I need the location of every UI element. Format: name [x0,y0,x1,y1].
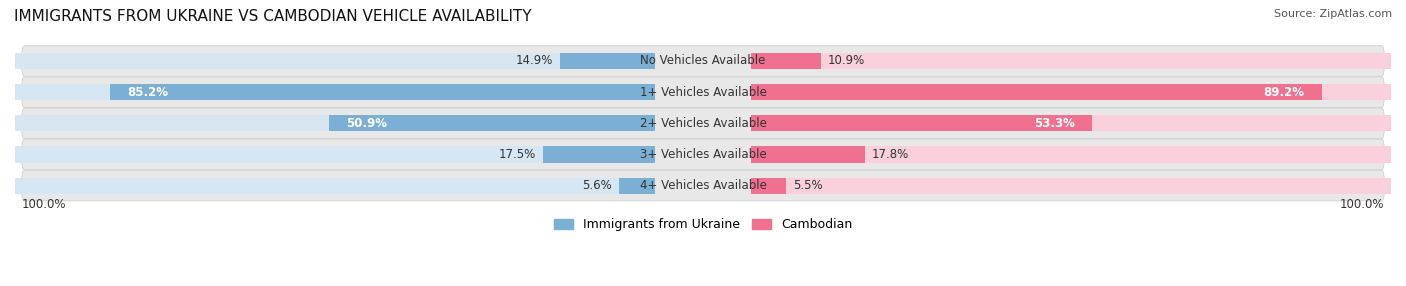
Legend: Immigrants from Ukraine, Cambodian: Immigrants from Ukraine, Cambodian [548,213,858,236]
Text: 14.9%: 14.9% [515,55,553,67]
Bar [751,115,1092,132]
Text: IMMIGRANTS FROM UKRAINE VS CAMBODIAN VEHICLE AVAILABILITY: IMMIGRANTS FROM UKRAINE VS CAMBODIAN VEH… [14,9,531,23]
Text: 100.0%: 100.0% [1340,198,1384,211]
Bar [15,84,655,100]
Bar [15,178,655,194]
Bar [751,178,786,194]
Bar [619,178,655,194]
Text: 53.3%: 53.3% [1035,117,1076,130]
Bar [110,84,655,100]
Text: 5.6%: 5.6% [582,179,612,192]
FancyBboxPatch shape [21,46,1385,76]
Bar [560,53,655,69]
Text: 50.9%: 50.9% [346,117,388,130]
Bar [751,115,1391,132]
Text: 89.2%: 89.2% [1264,86,1305,99]
Text: Source: ZipAtlas.com: Source: ZipAtlas.com [1274,9,1392,19]
Bar [329,115,655,132]
Text: 100.0%: 100.0% [22,198,66,211]
FancyBboxPatch shape [21,139,1385,170]
Bar [751,53,1391,69]
Text: No Vehicles Available: No Vehicles Available [640,55,766,67]
Text: 85.2%: 85.2% [127,86,167,99]
Bar [751,178,1391,194]
Bar [15,53,655,69]
FancyBboxPatch shape [21,108,1385,139]
Text: 5.5%: 5.5% [793,179,823,192]
Bar [15,146,655,163]
FancyBboxPatch shape [21,77,1385,108]
Bar [751,53,821,69]
Bar [15,115,655,132]
Text: 17.8%: 17.8% [872,148,910,161]
Text: 4+ Vehicles Available: 4+ Vehicles Available [640,179,766,192]
Text: 17.5%: 17.5% [499,148,536,161]
Bar [751,84,1322,100]
Bar [751,146,865,163]
Text: 10.9%: 10.9% [828,55,865,67]
FancyBboxPatch shape [21,170,1385,201]
Bar [543,146,655,163]
Text: 1+ Vehicles Available: 1+ Vehicles Available [640,86,766,99]
Bar [751,84,1391,100]
Bar [751,146,1391,163]
Text: 3+ Vehicles Available: 3+ Vehicles Available [640,148,766,161]
Text: 2+ Vehicles Available: 2+ Vehicles Available [640,117,766,130]
